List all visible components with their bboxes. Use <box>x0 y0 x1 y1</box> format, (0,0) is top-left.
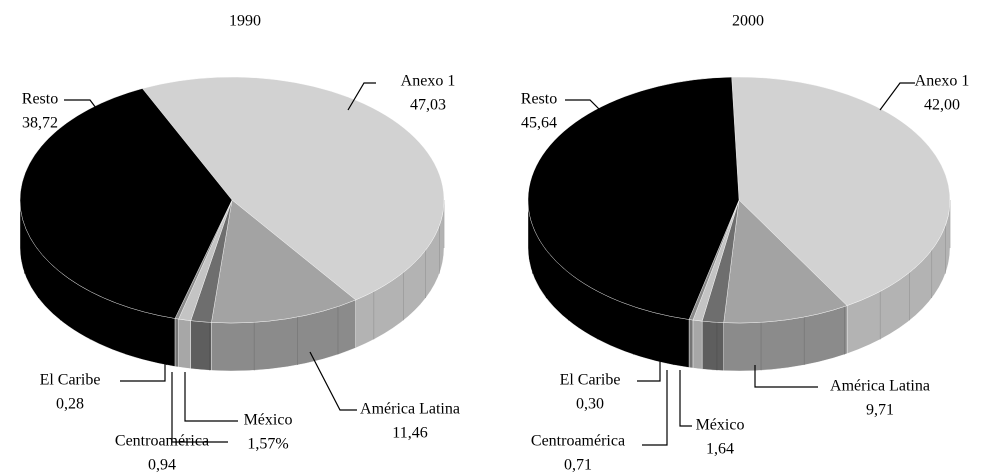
value-label: 1,57% <box>247 436 288 453</box>
slice-label: Anexo 1 <box>401 73 456 90</box>
slice <box>19 88 233 319</box>
slice-side <box>701 320 724 371</box>
leader-line <box>184 372 238 422</box>
leader-line <box>642 370 668 446</box>
slice-label: El Caribe <box>560 372 621 389</box>
slice-label: México <box>244 412 293 429</box>
value-label: 0,30 <box>576 396 604 413</box>
value-label: 47,03 <box>410 97 446 114</box>
leader-line <box>309 351 357 411</box>
slice-label: Resto <box>521 91 557 108</box>
value-label: 42,00 <box>924 97 960 114</box>
leader-line <box>679 370 692 427</box>
slice-side <box>692 319 703 370</box>
value-label: 38,72 <box>22 115 58 132</box>
chart-title: 2000 <box>732 13 764 30</box>
value-label: 0,94 <box>148 457 176 474</box>
value-label: 0,28 <box>56 396 84 413</box>
leader-line <box>754 365 818 388</box>
chart-title: 1990 <box>229 13 261 30</box>
leader-line <box>347 82 376 111</box>
leader-line <box>637 325 661 382</box>
value-label: 11,46 <box>392 425 427 442</box>
slice-label: América Latina <box>830 378 930 395</box>
value-label: 1,64 <box>706 441 734 458</box>
slice-label: Centroamérica <box>115 433 209 450</box>
slice-side <box>688 319 694 369</box>
slice-label: Centroamérica <box>531 433 625 450</box>
value-label: 45,64 <box>521 115 557 132</box>
slice-label: América Latina <box>360 401 460 418</box>
slice <box>211 199 357 324</box>
slice-label: Resto <box>22 91 58 108</box>
leader-line <box>879 82 915 111</box>
slice <box>723 199 848 324</box>
slice-side <box>190 320 212 371</box>
slice-side <box>174 318 179 368</box>
slice <box>731 76 951 306</box>
leader-line <box>120 325 166 382</box>
slice <box>527 76 740 320</box>
value-label: 9,71 <box>866 402 894 419</box>
slice-label: México <box>696 417 745 434</box>
slice-label: El Caribe <box>40 372 101 389</box>
leader-line <box>171 372 228 443</box>
slice-side <box>178 318 191 369</box>
slice-label: Anexo 1 <box>915 73 970 90</box>
leader-line <box>64 99 106 121</box>
leader-line <box>565 99 609 119</box>
slice <box>142 76 445 301</box>
value-label: 0,71 <box>564 457 592 474</box>
